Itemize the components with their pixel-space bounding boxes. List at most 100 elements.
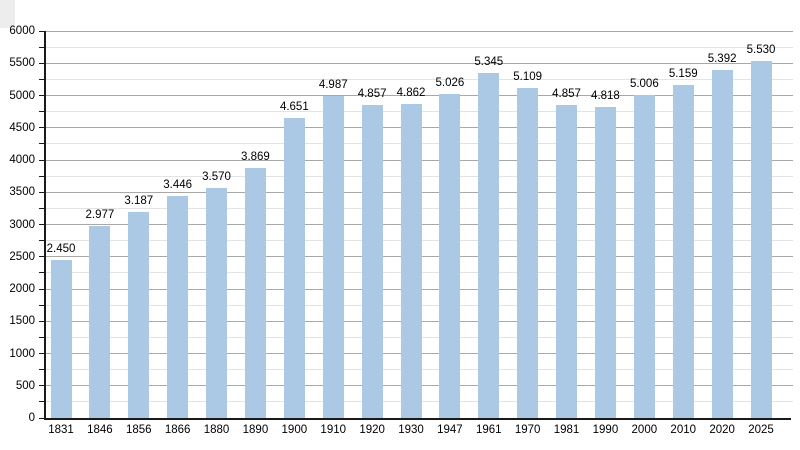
bar-1961	[478, 73, 500, 418]
bar-value-label: 4.857	[552, 87, 581, 100]
bar-1947	[439, 93, 461, 418]
y-axis-tick	[39, 191, 44, 193]
x-axis-label: 1930	[398, 424, 424, 436]
gridline-major	[46, 30, 793, 32]
y-axis-tick	[39, 159, 44, 161]
y-axis-line	[44, 31, 46, 420]
y-axis-tick-label: 5500	[9, 57, 35, 70]
bar-value-label: 4.862	[396, 87, 426, 100]
y-axis-tick	[39, 385, 44, 387]
bar-2025	[750, 61, 772, 418]
y-axis-tick	[39, 95, 44, 96]
x-axis-label: 1961	[475, 424, 502, 436]
x-axis-label: 1900	[281, 424, 308, 436]
y-axis-tick-label: 0	[28, 412, 35, 424]
bar-value-label: 4.818	[591, 90, 620, 103]
bar-value-label: 5.159	[668, 68, 698, 81]
bar-value-label: 2.977	[85, 208, 115, 221]
y-axis-tick	[39, 417, 44, 419]
bar-1856	[128, 212, 150, 418]
bar-1866	[167, 195, 189, 418]
bar-value-label: 4.651	[279, 101, 309, 113]
x-axis-label: 1970	[514, 424, 541, 436]
y-axis-tick-label: 2000	[9, 283, 35, 295]
gridline-major	[46, 62, 793, 64]
y-axis-tick	[39, 46, 44, 48]
x-axis-label: 1910	[320, 424, 347, 436]
bar-value-label: 3.869	[241, 151, 270, 164]
y-axis-tick-label: 5000	[9, 89, 35, 102]
x-axis-label: 1831	[48, 424, 74, 436]
corner-artifact	[0, 0, 15, 28]
y-axis-tick	[39, 207, 44, 209]
bar-1990	[594, 107, 616, 418]
gridline-minor	[46, 78, 793, 80]
bar-value-label: 5.026	[435, 76, 465, 89]
y-axis-tick	[39, 401, 44, 403]
bar-value-label: 5.530	[746, 44, 776, 57]
x-axis-label: 1947	[437, 424, 463, 436]
bar-value-label: 4.857	[357, 87, 387, 100]
y-axis-tick	[39, 320, 44, 322]
gridline-minor	[46, 46, 793, 48]
bar-1981	[556, 104, 578, 418]
y-axis-tick-label: 1500	[9, 315, 35, 328]
bar-value-label: 2.450	[46, 242, 76, 255]
bar-value-label: 5.345	[474, 56, 504, 69]
bar-value-label: 3.570	[202, 170, 231, 183]
x-axis-line	[44, 418, 791, 420]
bar-value-label: 4.987	[318, 79, 348, 92]
bar-1880	[206, 187, 228, 418]
y-axis-tick-label: 1000	[9, 347, 35, 360]
y-axis-tick	[39, 224, 44, 225]
bar-2010	[672, 85, 694, 418]
x-axis-label: 2020	[709, 424, 735, 436]
bar-1831	[50, 259, 72, 418]
x-axis-label: 1990	[592, 424, 619, 436]
bar-1970	[517, 88, 539, 418]
bar-1900	[283, 118, 305, 418]
bar-value-label: 3.187	[124, 195, 154, 208]
y-axis-tick	[39, 353, 44, 354]
bar-2000	[633, 95, 655, 418]
y-axis-tick-label: 6000	[9, 25, 35, 37]
x-axis-label: 1981	[553, 424, 580, 436]
y-axis-tick	[39, 304, 44, 306]
bar-value-label: 3.446	[163, 178, 193, 191]
y-axis-tick	[39, 62, 44, 64]
bar-2020	[711, 70, 733, 418]
x-axis-label: 1846	[87, 424, 113, 436]
bar-1910	[322, 96, 344, 418]
y-axis-tick-label: 4500	[9, 121, 35, 134]
x-axis-label: 2010	[670, 424, 697, 436]
y-axis-tick	[39, 111, 44, 113]
y-axis-tick-label: 3000	[9, 218, 35, 231]
y-axis-tick	[39, 78, 44, 80]
y-axis-tick	[39, 272, 44, 274]
gridline-major	[46, 95, 793, 96]
y-axis-tick	[39, 369, 44, 371]
bar-1920	[361, 104, 383, 418]
bar-value-label: 5.109	[513, 71, 543, 84]
bar-1890	[244, 168, 266, 418]
y-axis-tick	[39, 30, 44, 32]
x-axis-label: 1856	[125, 424, 152, 436]
y-axis-tick	[39, 175, 44, 177]
y-axis-tick	[39, 240, 44, 242]
x-axis-label: 2025	[748, 424, 774, 436]
bar-value-label: 5.006	[629, 78, 659, 91]
y-axis-tick	[39, 288, 44, 290]
x-axis-label: 1880	[203, 424, 230, 436]
y-axis-tick-label: 500	[15, 379, 35, 392]
x-axis-label: 1920	[359, 424, 385, 436]
y-axis-tick-label: 3500	[9, 186, 35, 199]
bar-1846	[89, 225, 111, 418]
y-axis-tick-label: 2500	[9, 250, 35, 263]
bar-value-label: 5.392	[707, 53, 737, 66]
y-axis-tick	[39, 336, 44, 338]
y-axis-tick	[39, 127, 44, 129]
y-axis-tick-label: 4000	[9, 154, 35, 166]
y-axis-tick	[39, 143, 44, 145]
x-axis-label: 1866	[164, 424, 191, 436]
